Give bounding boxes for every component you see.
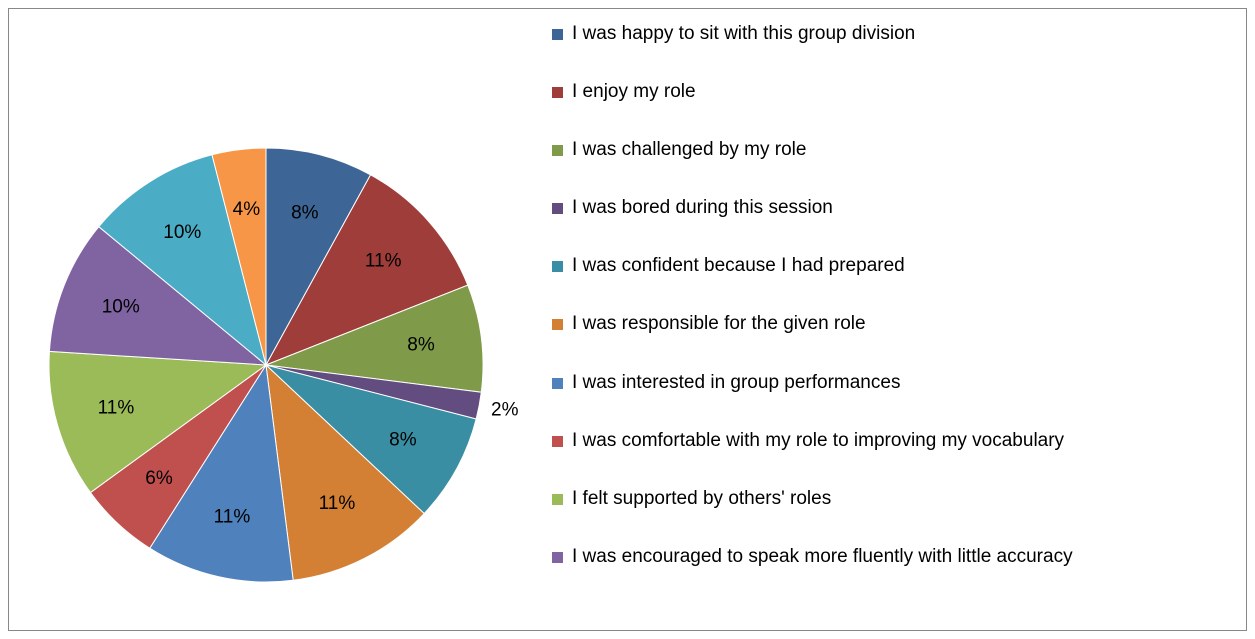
pie-slice [98, 154, 267, 367]
pie-slice [211, 147, 267, 366]
legend-entry: I was challenged by my role [552, 137, 1242, 163]
legend-label: I was encouraged to speak more fluently … [572, 546, 1073, 567]
legend-label: I was bored during this session [572, 197, 833, 218]
legend-label: I was responsible for the given role [572, 313, 866, 334]
data-label: 11% [319, 493, 356, 514]
legend-label: I was comfortable with my role to improv… [572, 430, 1065, 451]
pie-slice [265, 284, 484, 393]
data-label: 6% [145, 468, 173, 489]
legend-swatch [552, 378, 563, 389]
data-label: 10% [102, 296, 140, 317]
data-label: 8% [389, 429, 417, 450]
legend-entry: I was interested in group performances [552, 370, 1242, 396]
legend-entry: I enjoy my role [552, 79, 1242, 105]
legend-swatch [552, 494, 563, 505]
legend-swatch [552, 203, 563, 214]
legend-label: I was happy to sit with this group divis… [572, 23, 916, 44]
pie-slice [265, 363, 425, 581]
legend-entry: I was bored during this session [552, 195, 1242, 221]
data-label: 8% [291, 203, 319, 224]
legend-swatch [552, 29, 563, 40]
legend-label: I was confident because I had prepared [572, 255, 905, 276]
pie-slice [265, 147, 372, 366]
data-label: 2% [491, 400, 519, 421]
legend-swatch [552, 436, 563, 447]
pie-slice [48, 225, 268, 366]
pie-slice [48, 350, 268, 494]
data-label: 11% [365, 251, 402, 272]
legend-label: I felt supported by others' roles [572, 488, 832, 509]
legend-swatch [552, 261, 563, 272]
legend-entry: I was happy to sit with this group divis… [552, 21, 1242, 47]
legend-swatch [552, 87, 563, 98]
legend-entry: I was confident because I had prepared [552, 253, 1242, 279]
data-label: 10% [163, 222, 201, 243]
legend-swatch [552, 552, 563, 563]
legend-label: I enjoy my role [572, 81, 696, 102]
data-label: 11% [98, 398, 135, 419]
legend-entry: I was responsible for the given role [552, 311, 1242, 337]
data-label: 11% [214, 506, 251, 527]
pie-slice [149, 363, 294, 583]
data-label: 4% [233, 199, 261, 220]
pie-slice [265, 364, 477, 515]
legend-label: I was challenged by my role [572, 139, 807, 160]
data-label: 8% [407, 334, 435, 355]
pie-slice [264, 174, 469, 366]
legend-swatch [552, 145, 563, 156]
legend-label: I was interested in group performances [572, 372, 901, 393]
legend-entry: I felt supported by others' roles [552, 486, 1242, 512]
legend-entry: I was encouraged to speak more fluently … [552, 544, 1242, 570]
legend-entry: I was comfortable with my role to improv… [552, 428, 1242, 454]
legend-swatch [552, 319, 563, 330]
